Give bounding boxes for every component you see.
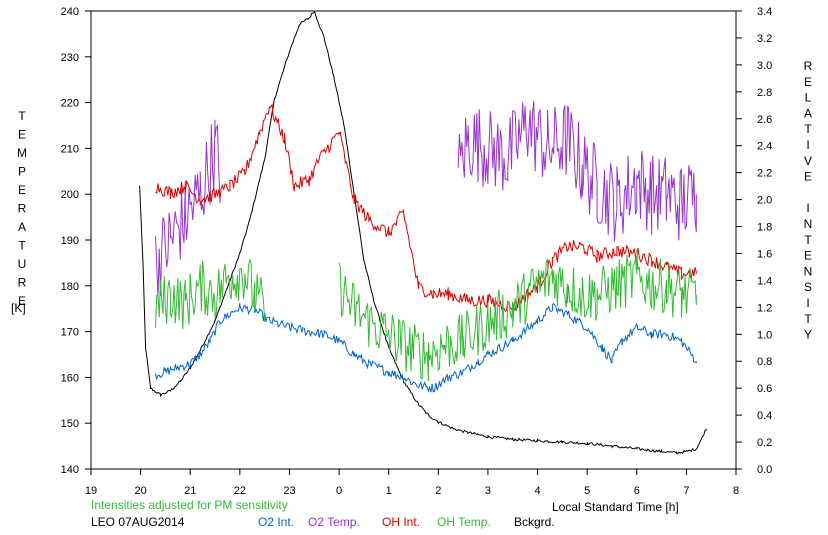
y-right-tick-label: 2.8 [757,87,772,99]
y-right-label-letter: E [804,249,812,263]
y-left-tick-label: 190 [61,235,79,247]
y-right-tick-label: 2.2 [757,168,772,180]
y-right-label-letter: V [804,154,812,168]
y-left-label-letter: A [18,220,26,234]
y-left-tick-label: 140 [61,464,79,476]
series-line-bckgrd [139,10,707,455]
y-right-label-letter: I [806,201,809,215]
x-tick-label: 3 [485,485,491,497]
y-left-tick-label: 220 [61,98,79,110]
y-right-tick-label: 2.4 [757,141,772,153]
x-tick-label: 21 [184,485,196,497]
x-tick-label: 22 [234,485,246,497]
series-line-oh_int [155,103,697,313]
x-tick-label: 20 [134,485,146,497]
y-right-tick-label: 1.8 [757,222,772,234]
y-right-label-letter: L [805,91,812,105]
y-left-label-letter: R [18,276,27,290]
y-right-tick-label: 2.0 [757,195,772,207]
y-right-tick-label: 3.2 [757,33,772,45]
x-tick-label: 1 [386,485,392,497]
y-right-tick-label: 1.4 [757,275,772,287]
y-left-tick-label: 230 [61,52,79,64]
y-left-label-letter: P [18,165,26,179]
x-tick-label: 6 [634,485,640,497]
y-right-tick-label: 3.0 [757,60,772,72]
y-right-tick-label: 1.6 [757,248,772,260]
x-axis-label: Local Standard Time [h] [552,500,679,514]
y-right-label-letter: S [804,280,812,294]
y-left-label-letter: U [18,257,27,271]
y-right-label-letter: I [806,138,809,152]
y-right-label-letter: T [804,233,812,247]
legend-entry: Bckgrd. [514,515,555,529]
x-tick-label: 0 [336,485,342,497]
series-line-o2_temp [155,101,697,299]
x-tick-label: 23 [283,485,295,497]
y-right-label-letter: N [804,264,813,278]
legend: O2 Int. O2 Temp. OH Int. OH Temp. Bckgrd. [258,515,555,529]
y-right-label-letter: T [804,312,812,326]
y-left-unit: [K] [11,301,26,315]
y-left-tick-label: 170 [61,327,79,339]
y-right-tick-label: 2.6 [757,114,772,126]
legend-entry: OH Int. [382,515,420,529]
station-label: LEO 07AUG2014 [91,515,185,529]
y-right-label-letter: I [806,296,809,310]
y-left-label-letter: T [18,239,26,253]
right-axis-ticks: 0.0 0.2 0.4 0.6 0.8 1.0 1.2 1.4 1.6 1.8 2.0 2.2 2.4 2… [736,6,772,476]
y-left-label-letter: T [18,109,26,123]
legend-entry: O2 Temp. [308,515,360,529]
y-right-tick-label: 0.8 [757,356,772,368]
x-tick-label: 4 [534,485,540,497]
x-tick-label: 5 [584,485,590,497]
y-right-tick-label: 1.0 [757,329,772,341]
y-right-tick-label: 0.6 [757,383,772,395]
y-left-tick-label: 160 [61,372,79,384]
y-left-tick-label: 200 [61,189,79,201]
series-line-o2_int [155,302,697,393]
plot-frame [90,10,737,470]
series-line-oh_temp [155,249,697,382]
x-tick-label: 7 [683,485,689,497]
y-left-label-letter: M [17,146,27,160]
y-right-label-letter: T [804,122,812,136]
y-left-tick-label: 240 [61,6,79,18]
y-right-label-letter: E [804,170,812,184]
y-right-label-letter: A [804,106,812,120]
y-right-tick-label: 0.0 [757,464,772,476]
x-tick-label: 19 [85,485,97,497]
legend-entry: O2 Int. [258,515,294,529]
y-right-tick-label: 0.2 [757,437,772,449]
y-left-label-letter: E [18,128,26,142]
y-right-label-letter: Y [804,328,812,342]
y-right-tick-label: 1.2 [757,302,772,314]
y-right-tick-label: 3.4 [757,6,772,18]
y-left-label-letter: E [18,294,26,308]
x-tick-label: 8 [733,485,739,497]
y-right-label-letter: N [804,217,813,231]
legend-entry: OH Temp. [437,515,491,529]
x-axis-ticks: 19 20 21 22 23 0 1 2 3 4 5 6 7 8 [85,469,739,497]
x-tick-label: 2 [435,485,441,497]
y-right-tick-label: 0.4 [757,410,772,422]
y-left-tick-label: 150 [61,418,79,430]
sensitivity-note: Intensities adjusted for PM sensitivity [91,498,288,512]
y-right-label-letter: E [804,75,812,89]
series-layer [139,10,707,455]
y-left-label-letter: E [18,183,26,197]
y-left-tick-label: 210 [61,143,79,155]
y-left-tick-label: 180 [61,281,79,293]
y-right-label-letter: R [804,59,813,73]
y-left-label-letter: R [18,202,27,216]
left-axis-ticks: 140 150 160 170 180 190 200 210 220 230 240 [61,6,91,476]
